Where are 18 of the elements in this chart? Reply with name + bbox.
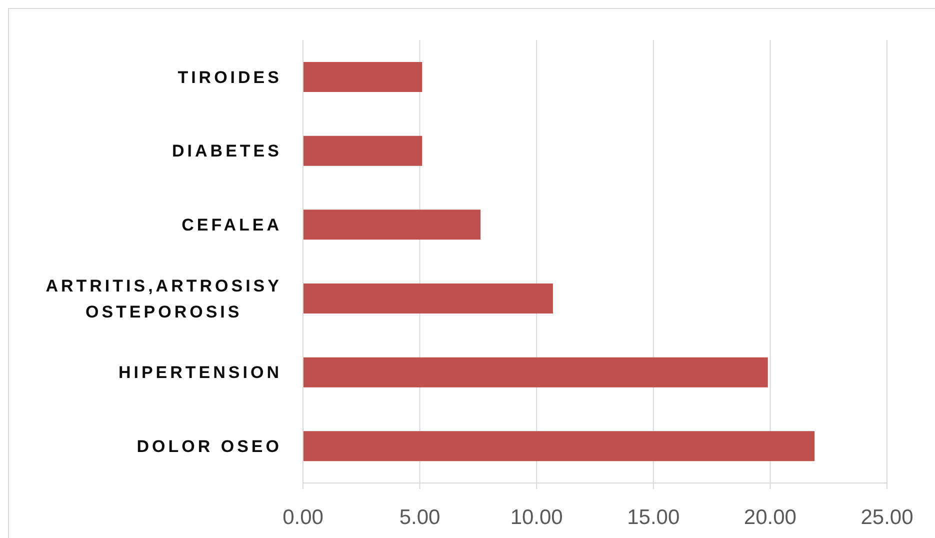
y-tick-label: ARTRITIS,ARTROSISY OSTEPOROSIS [46,276,282,322]
x-tick-label: 15.00 [627,506,680,529]
y-tick-label: DOLOR OSEO [136,437,282,456]
x-tick-label: 20.00 [744,506,796,529]
bar [303,210,481,240]
bar [303,284,553,314]
y-tick-label: TIROIDES [178,68,282,87]
bar [303,431,815,462]
bar [303,357,768,388]
x-tick-label: 0.00 [282,506,324,529]
y-tick-label: CEFALEA [182,216,282,235]
y-tick-label: DIABETES [172,142,282,161]
x-tick-label: 25.00 [860,506,914,529]
x-tick-label: 10.00 [510,506,563,529]
y-tick-label: HIPERTENSION [118,363,282,382]
bar [303,136,422,166]
x-tick-label: 5.00 [399,506,440,529]
bar [303,62,422,92]
